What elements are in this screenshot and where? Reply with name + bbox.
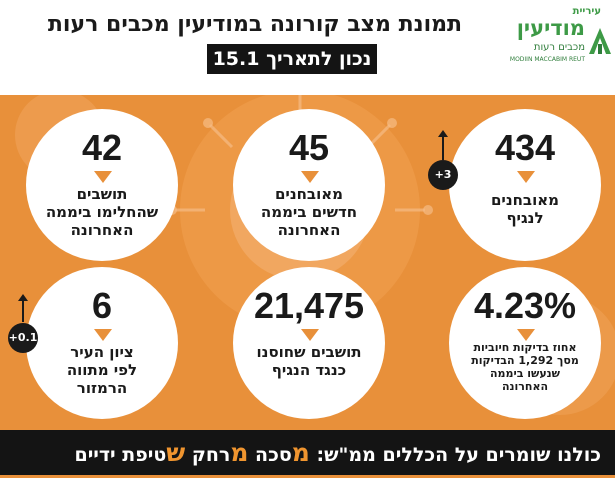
stat-new-confirmed-value: 45 xyxy=(288,127,330,168)
footer-letter-mask: מ xyxy=(291,438,310,467)
stat-label-line: תושבים שחוסנו xyxy=(256,343,362,361)
stat-label-line: שהחלימו ביממה xyxy=(45,203,159,221)
stat-label-line: לנגיף xyxy=(506,209,544,227)
stat-city-score: 6 ציון העיר לפי מתווה הרמזור xyxy=(26,267,178,419)
logo-mark-icon xyxy=(589,28,611,54)
stat-vaccinated-label: תושבים שחוסנו כנגד הנגיף xyxy=(243,343,375,379)
stat-vaccinated-value: 21,475 xyxy=(253,285,365,326)
stat-confirmed-badge: +3 xyxy=(428,160,458,190)
increase-arrow-icon xyxy=(18,294,28,322)
stat-city-score-label: ציון העיר לפי מתווה הרמזור xyxy=(36,343,168,397)
logo-name: מודיעין xyxy=(516,16,585,40)
stat-label-line: תושבים xyxy=(76,185,128,203)
stat-label-line: האחרונה xyxy=(277,221,341,239)
city-logo: עיריית מודיעין מכבים רעות MODIIN MACCABI… xyxy=(497,6,611,76)
stat-label-line: לפי מתווה xyxy=(66,361,138,379)
page-title: תמונת מצב קורונה במודיעין מכבים רעות xyxy=(47,12,463,37)
stat-label-line: האחרונה xyxy=(70,221,134,239)
pointer-triangle-icon xyxy=(517,171,535,183)
stat-label-line: מאובחנים xyxy=(490,191,560,209)
pointer-triangle-icon xyxy=(517,329,535,341)
stat-label-line: כנגד הנגיף xyxy=(271,361,347,379)
stat-confirmed: 434 מאובחנים לנגיף xyxy=(449,109,601,261)
stat-label-line: הרמזור xyxy=(76,379,128,397)
pointer-triangle-icon xyxy=(301,171,319,183)
stat-positive-percent-label: אחוז בדיקות חיוביות מסך 1,292 הבדיקות שנ… xyxy=(459,341,591,393)
stat-confirmed-value: 434 xyxy=(494,127,556,168)
logo-english: MODIIN MACCABIM REUT xyxy=(509,56,585,63)
stat-label-line: מאובחנים xyxy=(274,185,344,203)
stat-new-confirmed: 45 מאובחנים חדשים ביממה האחרונה xyxy=(233,109,385,261)
footer-text: כולנו שומרים על הכללים ממ"ש: מסכה מרחק ש… xyxy=(74,430,601,478)
footer-word-hygiene: טיפת ידיים xyxy=(74,444,167,466)
stat-city-score-value: 6 xyxy=(91,285,113,326)
stat-positive-percent-value: 4.23% xyxy=(473,285,577,326)
stat-label-line: חדשים ביממה xyxy=(260,203,358,221)
pointer-triangle-icon xyxy=(94,329,112,341)
stat-vaccinated: 21,475 תושבים שחוסנו כנגד הנגיף xyxy=(233,267,385,419)
stat-city-score-badge: +0.1 xyxy=(8,323,38,353)
logo-sub: מכבים רעות xyxy=(533,42,585,53)
date-banner: נכון לתאריך 15.1 xyxy=(207,44,377,74)
footer-letter-hygiene: ש xyxy=(166,438,186,467)
pointer-triangle-icon xyxy=(94,171,112,183)
header: תמונת מצב קורונה במודיעין מכבים רעות נכו… xyxy=(0,0,615,95)
footer-word-distance: רחק xyxy=(191,444,231,466)
stat-recovered: 42 תושבים שהחלימו ביממה האחרונה xyxy=(26,109,178,261)
stat-confirmed-label: מאובחנים לנגיף xyxy=(459,191,591,227)
stat-label-line: אחוז בדיקות חיוביות xyxy=(473,341,577,354)
footer-letter-distance: מ xyxy=(230,438,249,467)
footer-prefix: כולנו שומרים על הכללים ממ"ש: xyxy=(316,444,602,466)
pointer-triangle-icon xyxy=(301,329,319,341)
stat-label-line: מסך 1,292 הבדיקות xyxy=(471,354,579,367)
stat-label-line: האחרונה xyxy=(501,380,549,393)
stat-recovered-value: 42 xyxy=(81,127,123,168)
stat-label-line: ציון העיר xyxy=(70,343,134,361)
footer-banner: כולנו שומרים על הכללים ממ"ש: מסכה מרחק ש… xyxy=(0,430,615,475)
footer-word-mask: סכה xyxy=(255,444,292,466)
logo-small-text: עיריית xyxy=(572,6,601,17)
increase-arrow-icon xyxy=(438,130,448,160)
stat-new-confirmed-label: מאובחנים חדשים ביממה האחרונה xyxy=(243,185,375,239)
stat-label-line: שנעשו ביממה xyxy=(489,367,561,380)
stat-positive-percent: 4.23% אחוז בדיקות חיוביות מסך 1,292 הבדי… xyxy=(449,267,601,419)
stat-recovered-label: תושבים שהחלימו ביממה האחרונה xyxy=(36,185,168,239)
